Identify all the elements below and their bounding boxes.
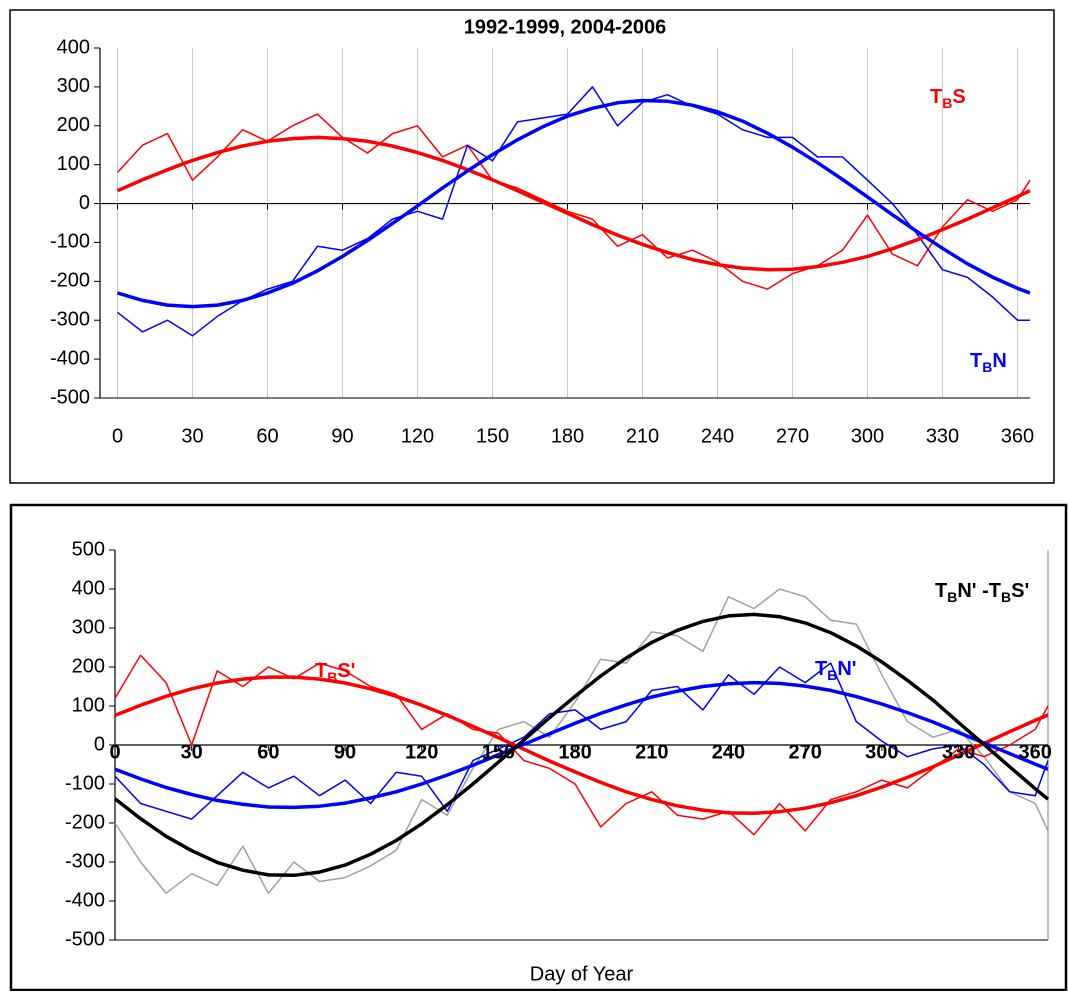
label-subscript: B [947, 589, 957, 605]
chart-frame [9, 9, 1055, 484]
x-tick-label: 240 [701, 425, 734, 447]
series-label: TBN' [815, 658, 857, 682]
y-tick-label: -500 [50, 386, 90, 408]
y-tick-label: -300 [50, 309, 90, 331]
x-tick-label: 330 [926, 425, 959, 447]
x-tick-label: 0 [112, 425, 123, 447]
label-text: N [992, 350, 1006, 372]
x-tick-label: 0 [109, 741, 120, 763]
x-tick-label: 30 [181, 425, 203, 447]
x-tick-label: 180 [551, 425, 584, 447]
y-tick-label: -100 [50, 231, 90, 253]
chart-title: 1992-1999, 2004-2006 [464, 16, 666, 38]
x-tick-label: 90 [334, 741, 356, 763]
y-tick-label: 200 [57, 114, 90, 136]
y-tick-label: 400 [72, 577, 105, 599]
y-tick-label: 300 [57, 75, 90, 97]
label-subscript: B [1001, 589, 1011, 605]
label-text: T [930, 86, 942, 108]
series-line [117, 98, 1031, 309]
y-tick-label: 500 [72, 538, 105, 560]
x-tick-label: 150 [482, 741, 515, 763]
x-tick-label: 210 [626, 425, 659, 447]
x-tick-label: 300 [851, 425, 884, 447]
x-tick-label: 150 [476, 425, 509, 447]
x-tick-label: 210 [635, 741, 668, 763]
series-line [117, 86, 1030, 337]
x-tick-label: 60 [257, 741, 279, 763]
label-text: T [970, 350, 982, 372]
y-tick-label: -200 [50, 270, 90, 292]
x-tick-label: 360 [1019, 741, 1052, 763]
series-label: TBS' [315, 660, 355, 684]
x-tick-label: 270 [776, 425, 809, 447]
label-subscript: B [827, 667, 837, 683]
y-tick-label: 300 [72, 616, 105, 638]
y-tick-label: 0 [94, 733, 105, 755]
series-line [114, 675, 1049, 816]
series-line [116, 113, 1031, 290]
y-tick-label: -200 [65, 811, 105, 833]
series-line [114, 588, 1049, 894]
label-text: S [952, 86, 965, 108]
x-tick-label: 180 [558, 741, 591, 763]
series-label: TBN' -TBS' [935, 580, 1029, 604]
label-text: T [815, 658, 827, 680]
series-line [116, 135, 1031, 272]
label-subscript: B [327, 669, 337, 685]
y-tick-label: 0 [79, 192, 90, 214]
x-tick-label: 360 [1001, 425, 1034, 447]
label-text: N' -T [957, 580, 1001, 602]
x-tick-label: 120 [401, 425, 434, 447]
series-line [114, 654, 1049, 836]
y-tick-label: 400 [57, 36, 90, 58]
y-tick-label: 100 [72, 694, 105, 716]
series-line [114, 680, 1049, 810]
x-tick-label: 120 [405, 741, 438, 763]
label-text: T [315, 660, 327, 682]
chart-frame [9, 503, 1068, 992]
label-subscript: B [942, 95, 952, 111]
x-tick-label: 270 [788, 741, 821, 763]
label-text: S' [1011, 580, 1029, 602]
series-label: TBS [930, 86, 966, 110]
y-tick-label: -500 [65, 928, 105, 950]
x-tick-label: 90 [331, 425, 353, 447]
x-tick-label: 60 [256, 425, 278, 447]
y-tick-label: 200 [72, 655, 105, 677]
x-tick-label: 330 [942, 741, 975, 763]
y-tick-label: -400 [50, 347, 90, 369]
x-tick-label: 30 [181, 741, 203, 763]
label-text: T [935, 580, 947, 602]
x-tick-label: 240 [712, 741, 745, 763]
y-tick-label: -400 [65, 889, 105, 911]
series-label: TBN [970, 350, 1007, 374]
label-subscript: B [982, 359, 992, 375]
x-axis-title: Day of Year [530, 963, 634, 985]
y-tick-label: -100 [65, 772, 105, 794]
y-tick-label: 100 [57, 153, 90, 175]
x-tick-label: 300 [865, 741, 898, 763]
y-tick-label: -300 [65, 850, 105, 872]
series-line [113, 612, 1050, 878]
label-text: N' [837, 658, 856, 680]
label-text: S' [337, 660, 355, 682]
